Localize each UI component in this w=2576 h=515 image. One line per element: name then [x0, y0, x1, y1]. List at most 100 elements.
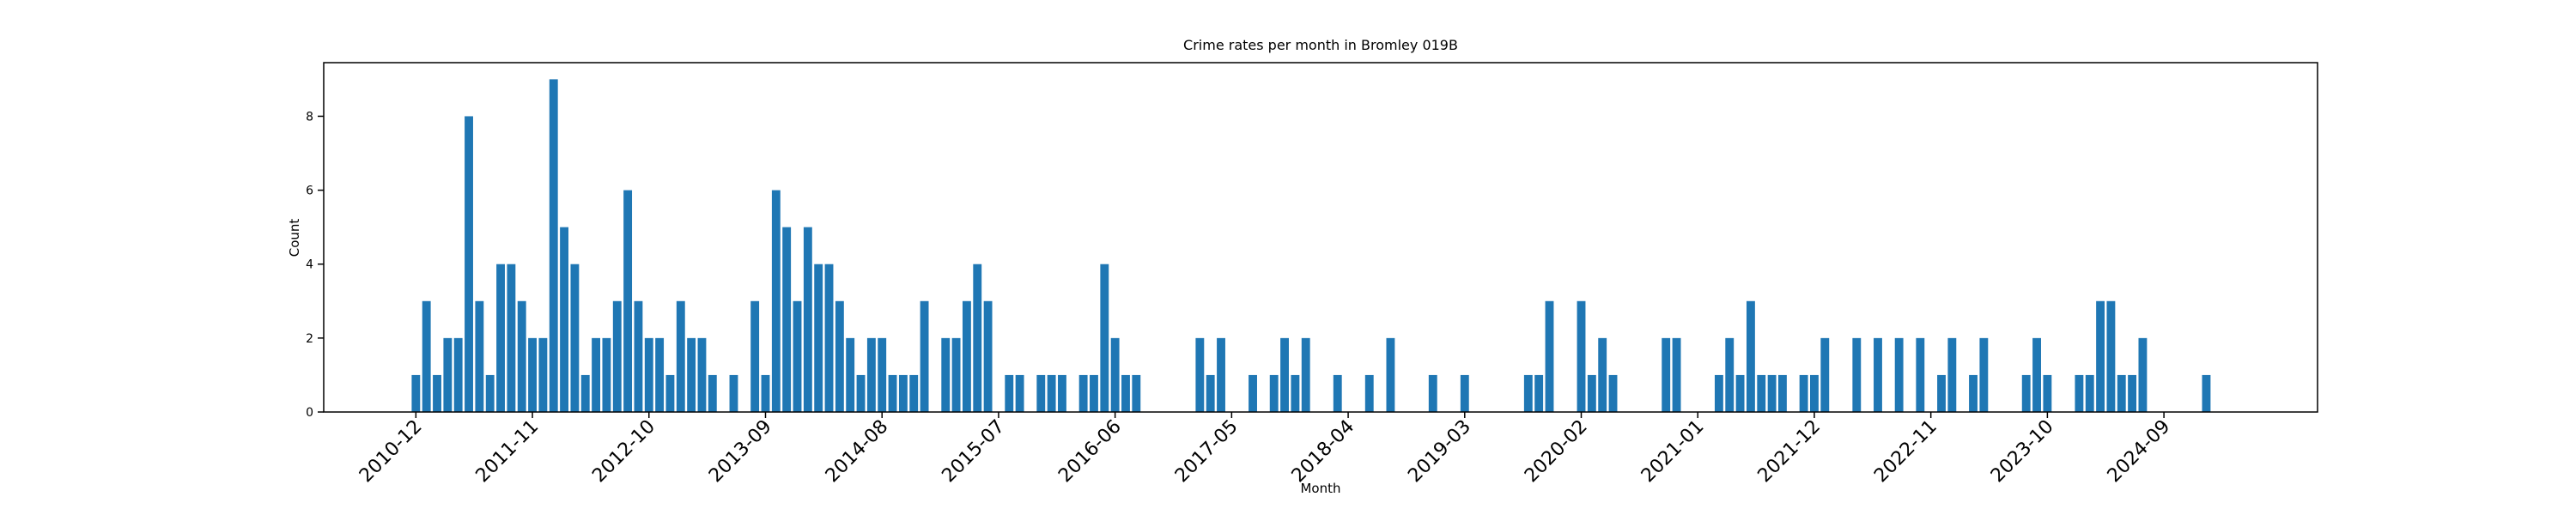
bar: [1121, 374, 1130, 412]
bar: [909, 374, 919, 412]
bar: [866, 337, 876, 412]
x-tick-label: 2021-12: [1754, 416, 1826, 488]
bar: [1291, 374, 1300, 412]
chart-title: Crime rates per month in Bromley 019B: [1183, 37, 1458, 53]
bar: [1937, 374, 1946, 412]
bar: [1036, 374, 1046, 412]
bar: [485, 374, 495, 412]
bar: [1428, 374, 1437, 412]
bar: [676, 300, 685, 412]
bar: [1217, 337, 1225, 412]
bar: [1269, 374, 1279, 412]
bar: [1078, 374, 1088, 412]
bar: [592, 337, 601, 412]
bar: [846, 337, 855, 412]
bar: [538, 337, 548, 412]
bar: [475, 300, 484, 412]
y-tick-label: 6: [306, 185, 313, 198]
bar: [729, 374, 738, 412]
bar: [2128, 374, 2137, 412]
bar: [2106, 300, 2116, 412]
bar: [878, 337, 887, 412]
bar: [433, 374, 441, 412]
bar: [1894, 337, 1904, 412]
x-tick-label: 2012-10: [588, 416, 659, 488]
bar: [2075, 374, 2084, 412]
x-tick-label: 2011-11: [472, 416, 544, 488]
bar: [443, 337, 453, 412]
x-tick-label: 2010-12: [355, 416, 427, 488]
bar: [517, 300, 526, 412]
bar: [623, 190, 633, 413]
bar: [697, 337, 707, 412]
x-tick-label: 2017-05: [1171, 416, 1242, 488]
bar: [824, 264, 834, 412]
y-axis-label: Count: [287, 219, 302, 258]
bar: [422, 300, 431, 412]
bar: [1852, 337, 1862, 412]
bar: [1460, 374, 1469, 412]
bar: [1545, 300, 1554, 412]
bar: [2043, 374, 2052, 412]
bar: [1874, 337, 1882, 412]
bar: [1777, 374, 1787, 412]
bar: [1979, 337, 1989, 412]
bar: [973, 264, 982, 412]
bar: [761, 374, 770, 412]
bar: [2096, 300, 2105, 412]
bar: [1301, 337, 1310, 412]
bar: [1015, 374, 1024, 412]
bar: [1132, 374, 1141, 412]
bar: [1799, 374, 1808, 412]
bar: [793, 300, 802, 412]
bar: [951, 337, 961, 412]
x-tick-label: 2020-02: [1521, 416, 1592, 488]
x-tick-label: 2023-10: [1987, 416, 2058, 488]
x-tick-label: 2022-11: [1870, 416, 1941, 488]
bar: [1100, 264, 1109, 412]
bar: [771, 190, 781, 413]
bar: [750, 300, 760, 412]
bar: [580, 374, 590, 412]
bar: [888, 374, 897, 412]
y-tick-label: 0: [306, 406, 313, 420]
bar: [782, 227, 792, 412]
bar: [1110, 337, 1120, 412]
x-tick-label: 2015-07: [938, 416, 1009, 488]
bar: [814, 264, 823, 412]
bar: [1280, 337, 1289, 412]
bar: [496, 264, 505, 412]
bar: [411, 374, 421, 412]
bar: [1767, 374, 1777, 412]
x-tick-label: 2024-09: [2104, 416, 2175, 488]
bar: [2032, 337, 2041, 412]
bar: [1916, 337, 1925, 412]
bar: [453, 337, 463, 412]
bar: [528, 337, 537, 412]
bar: [1577, 300, 1586, 412]
bar: [1249, 374, 1257, 412]
x-tick-label: 2013-09: [705, 416, 776, 488]
plot-frame: [323, 62, 2318, 413]
bar: [1746, 300, 1755, 412]
bar: [1969, 374, 1978, 412]
bar: [1587, 374, 1596, 412]
bar: [1523, 374, 1533, 412]
bar: [549, 79, 558, 412]
bar: [2117, 374, 2126, 412]
y-tick-label: 4: [306, 258, 313, 272]
bar: [1757, 374, 1766, 412]
x-tick-label: 2016-06: [1054, 416, 1126, 488]
bar: [1672, 337, 1681, 412]
bar: [962, 300, 971, 412]
bar: [708, 374, 717, 412]
bar: [1820, 337, 1830, 412]
bar: [465, 116, 473, 412]
bar: [1333, 374, 1342, 412]
bar: [920, 300, 929, 412]
bar: [1725, 337, 1735, 412]
bar: [1714, 374, 1723, 412]
bar: [560, 227, 569, 412]
bar: [2138, 337, 2148, 412]
